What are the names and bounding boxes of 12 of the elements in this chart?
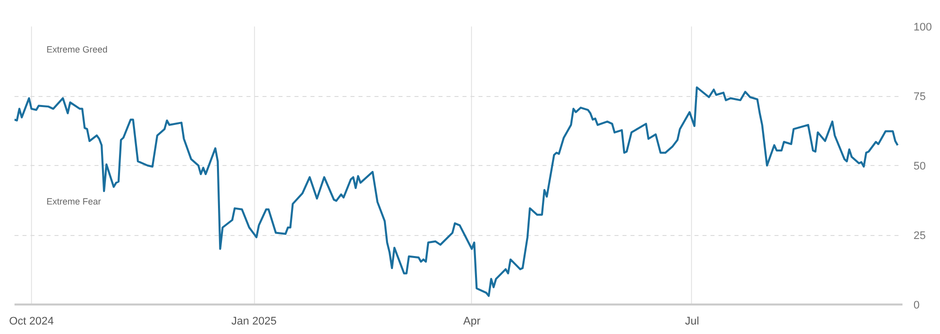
x-tick-label: Jul (684, 316, 700, 328)
annotation: Extreme Greed (46, 44, 108, 54)
x-tick-label: Apr (463, 316, 481, 328)
x-tick-label: Oct 2024 (9, 316, 54, 328)
y-tick-label: 75 (914, 91, 926, 103)
y-tick-label: 0 (914, 300, 920, 312)
x-tick-label: Jan 2025 (231, 316, 277, 328)
line-series (14, 86, 899, 297)
y-tick-label: 50 (914, 160, 926, 172)
y-tick-label: 100 (914, 22, 932, 34)
y-tick-label: 25 (914, 230, 926, 242)
annotation: Extreme Fear (46, 196, 102, 206)
